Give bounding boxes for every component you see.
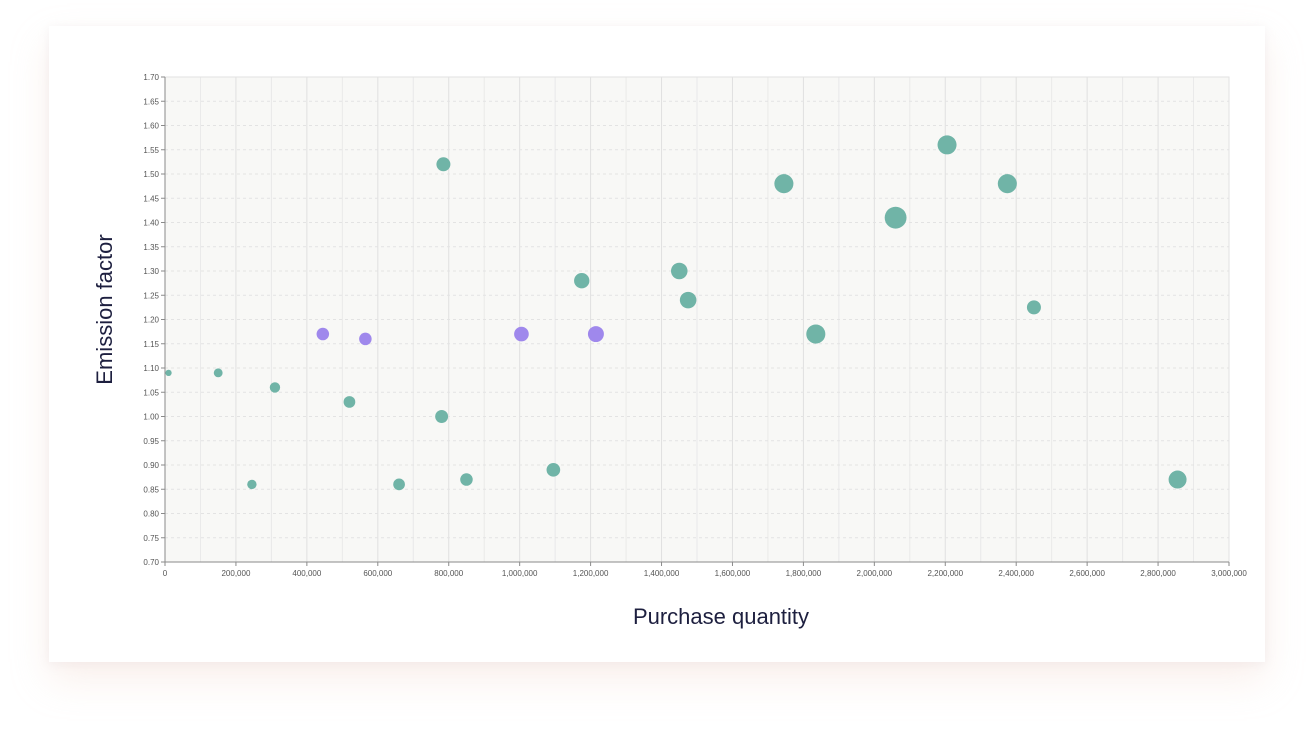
y-tick-label: 1.00: [143, 413, 159, 422]
y-tick-label: 1.20: [143, 316, 159, 325]
y-tick-label: 1.50: [143, 170, 159, 179]
data-point-teal[interactable]: [997, 174, 1017, 194]
axes: [161, 76, 1230, 566]
y-tick-label: 1.30: [143, 267, 159, 276]
y-tick-label: 1.05: [143, 388, 159, 397]
data-point-teal[interactable]: [1026, 300, 1041, 315]
data-point-teal[interactable]: [806, 324, 826, 344]
x-tick-label: 2,000,000: [857, 569, 893, 578]
data-points: [165, 135, 1187, 491]
data-point-teal[interactable]: [884, 206, 907, 229]
x-tick-label: 400,000: [292, 569, 321, 578]
x-tick-label: 1,600,000: [715, 569, 751, 578]
y-tick-label: 1.45: [143, 194, 159, 203]
x-tick-label: 2,800,000: [1140, 569, 1176, 578]
y-tick-label: 1.15: [143, 340, 159, 349]
y-tick-label: 1.35: [143, 243, 159, 252]
tick-labels: 0.70 0.75 0.80 0.85 0.90 0.95 1.00 1.05 1.10 1.15…: [143, 73, 1247, 578]
data-point-teal[interactable]: [574, 273, 590, 289]
y-tick-label: 0.70: [143, 558, 159, 567]
x-axis-title: Purchase quantity: [633, 604, 809, 629]
data-point-teal[interactable]: [1168, 470, 1187, 489]
data-point-teal[interactable]: [435, 410, 449, 423]
data-point-teal[interactable]: [774, 174, 794, 194]
y-tick-label: 0.90: [143, 461, 159, 470]
data-point-purple[interactable]: [316, 327, 330, 341]
data-point-teal[interactable]: [165, 369, 172, 376]
data-point-teal[interactable]: [679, 291, 697, 309]
y-tick-label: 0.85: [143, 485, 159, 494]
data-point-purple[interactable]: [587, 326, 604, 343]
data-point-teal[interactable]: [213, 368, 223, 378]
x-tick-label: 1,400,000: [644, 569, 680, 578]
y-axis-title: Emission factor: [92, 234, 117, 384]
data-point-teal[interactable]: [247, 479, 257, 490]
x-tick-label: 1,200,000: [573, 569, 609, 578]
x-tick-label: 2,200,000: [927, 569, 963, 578]
y-tick-label: 1.10: [143, 364, 159, 373]
data-point-teal[interactable]: [670, 262, 688, 280]
y-tick-label: 0.75: [143, 534, 159, 543]
data-point-purple[interactable]: [359, 332, 372, 346]
x-tick-label: 600,000: [363, 569, 392, 578]
y-tick-label: 1.55: [143, 146, 159, 155]
x-tick-label: 800,000: [434, 569, 463, 578]
data-point-purple[interactable]: [514, 326, 529, 342]
y-tick-label: 1.40: [143, 219, 159, 228]
y-tick-label: 1.70: [143, 73, 159, 82]
data-point-teal[interactable]: [546, 463, 561, 477]
x-tick-label: 0: [163, 569, 168, 578]
y-tick-label: 1.60: [143, 122, 159, 131]
data-point-teal[interactable]: [393, 478, 405, 491]
data-point-teal[interactable]: [269, 382, 281, 393]
x-tick-label: 2,600,000: [1069, 569, 1105, 578]
y-tick-label: 1.65: [143, 97, 159, 106]
y-tick-label: 0.80: [143, 510, 159, 519]
y-tick-label: 0.95: [143, 437, 159, 446]
x-tick-label: 2,400,000: [998, 569, 1034, 578]
x-tick-label: 200,000: [221, 569, 250, 578]
grid-lines: [164, 76, 1230, 563]
x-tick-label: 1,800,000: [786, 569, 822, 578]
data-point-teal[interactable]: [460, 473, 473, 486]
data-point-teal[interactable]: [436, 157, 451, 172]
x-tick-label: 1,000,000: [502, 569, 538, 578]
data-point-teal[interactable]: [343, 396, 356, 408]
x-tick-label: 3,000,000: [1211, 569, 1247, 578]
y-tick-label: 1.25: [143, 291, 159, 300]
data-point-teal[interactable]: [937, 135, 957, 155]
